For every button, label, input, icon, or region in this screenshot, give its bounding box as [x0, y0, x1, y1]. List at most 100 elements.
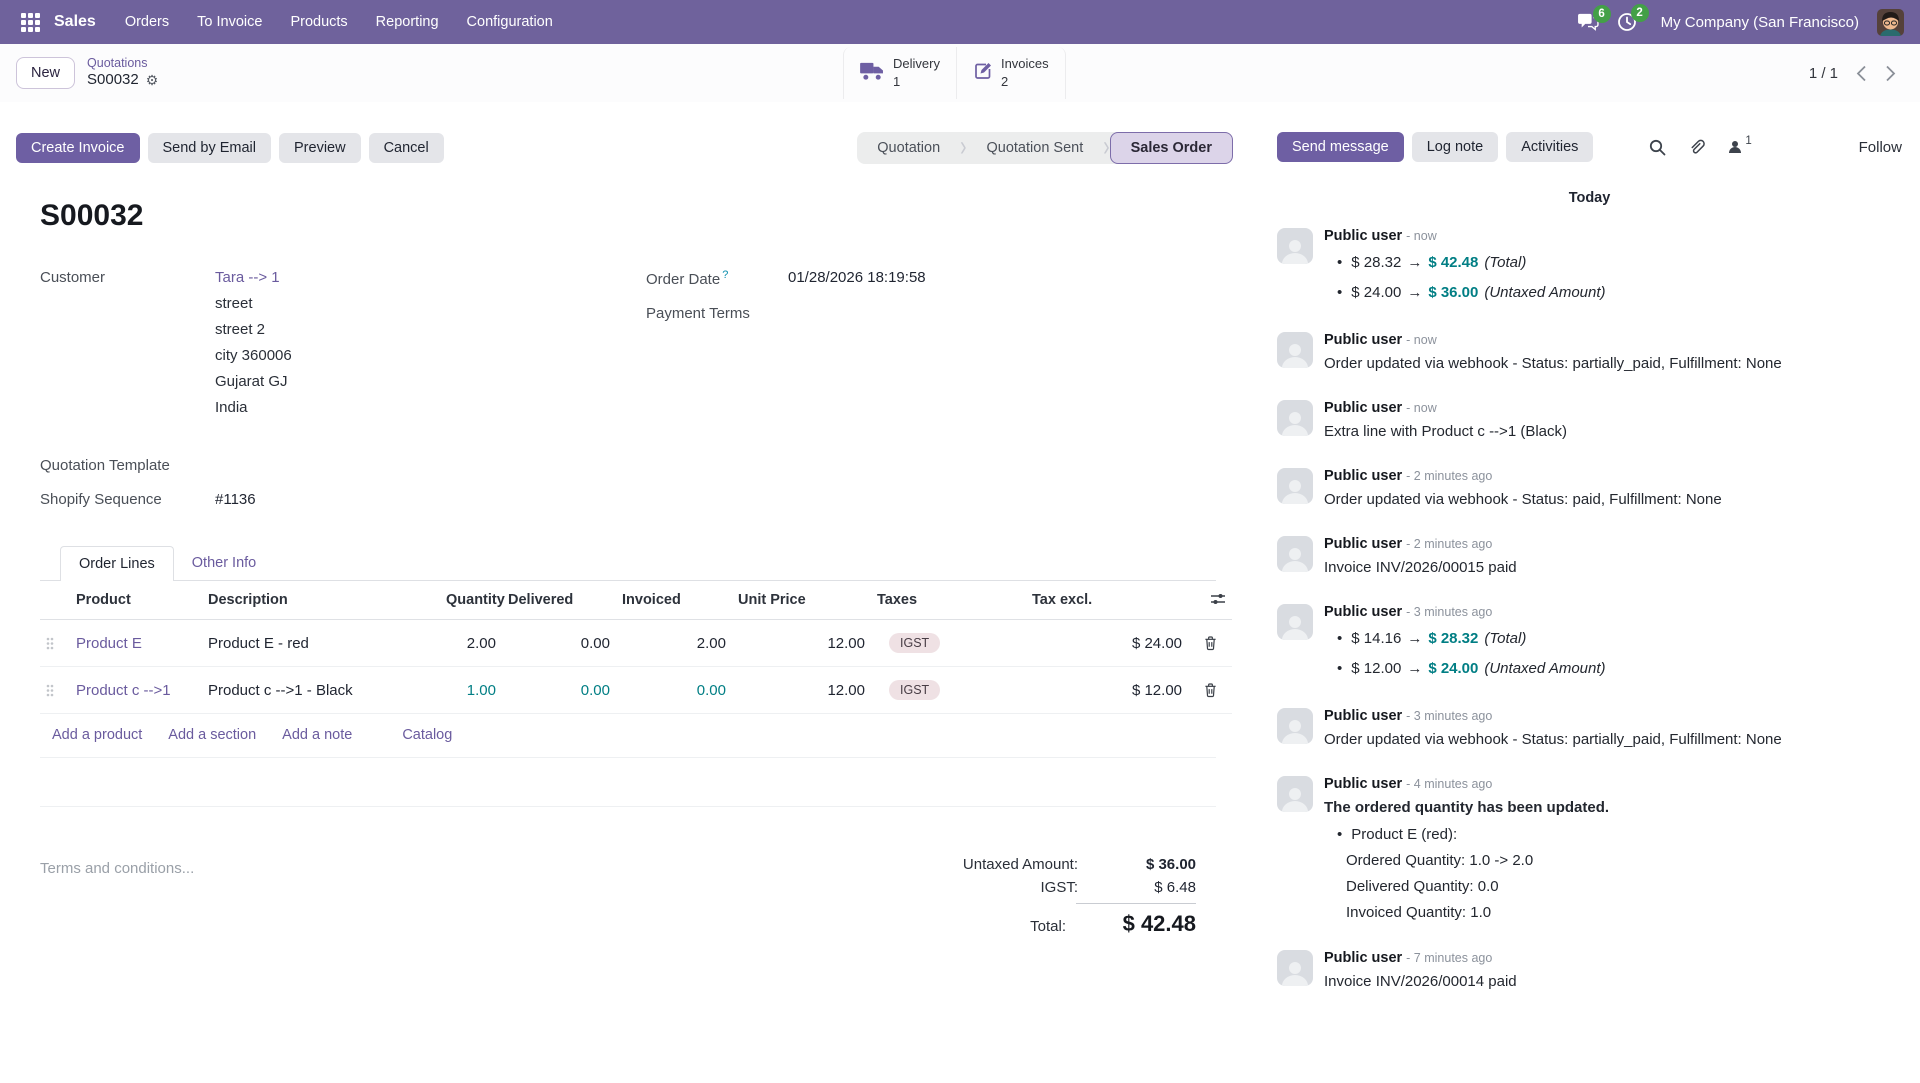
delivered-cell[interactable]: 0.00	[502, 666, 616, 714]
arrow-right-icon: →	[1407, 660, 1423, 677]
message-header: Public user - now	[1324, 400, 1567, 416]
nav-item-to-invoice[interactable]: To Invoice	[197, 14, 263, 30]
message-author: Public user	[1324, 228, 1403, 244]
tracking-list: $ 14.16 → $ 28.32 (Total) $ 12.00 → $ 24.00 (Un…	[1324, 624, 1606, 684]
link-add-a-product[interactable]: Add a product	[52, 727, 143, 743]
column-header-unit-price[interactable]: Unit Price	[732, 581, 871, 620]
link-add-a-section[interactable]: Add a section	[168, 727, 257, 743]
column-header-taxes[interactable]: Taxes	[871, 581, 1026, 620]
smart-button-value: 1	[893, 74, 901, 89]
column-options-icon[interactable]	[1210, 592, 1226, 610]
statusbar-step-quotation[interactable]: Quotation	[877, 140, 941, 156]
statusbar-step-sales-order[interactable]: Sales Order	[1109, 132, 1233, 164]
column-header-invoiced[interactable]: Invoiced	[616, 581, 732, 620]
smart-button-invoices[interactable]: Invoices 2	[955, 47, 1065, 99]
column-header-delivered[interactable]: Delivered	[502, 581, 616, 620]
follow-button[interactable]: Follow	[1858, 138, 1902, 156]
nav-item-configuration[interactable]: Configuration	[466, 14, 553, 30]
apps-grid-icon[interactable]	[16, 8, 44, 36]
chatter-message: Public user - now Order updated via webhoo…	[1277, 332, 1902, 376]
pager-next-icon[interactable]	[1885, 65, 1896, 82]
quantity-cell[interactable]: 2.00	[440, 619, 502, 667]
statusbar-step-quotation-sent[interactable]: Quotation Sent	[986, 140, 1084, 156]
unit-price-cell[interactable]: 12.00	[732, 666, 871, 714]
product-cell[interactable]: Product c -->1	[70, 666, 202, 714]
taxes-cell[interactable]: IGST	[871, 666, 1026, 714]
message-timestamp: - now	[1406, 333, 1437, 347]
delete-row-icon[interactable]	[1194, 682, 1226, 698]
message-timestamp: - 4 minutes ago	[1406, 777, 1493, 791]
search-icon[interactable]	[1649, 139, 1666, 156]
link-catalog[interactable]: Catalog	[402, 727, 453, 743]
cancel-button[interactable]: Cancel	[368, 133, 444, 163]
message-body: Public user - 2 minutes ago Order updated …	[1324, 468, 1722, 512]
quantity-cell[interactable]: 1.00	[440, 666, 502, 714]
message-header: Public user - 2 minutes ago	[1324, 468, 1722, 484]
customer-label: Customer	[40, 269, 106, 286]
message-text: Order updated via webhook - Status: paid…	[1324, 491, 1722, 508]
log-note-button[interactable]: Log note	[1411, 132, 1499, 162]
message-timestamp: - 7 minutes ago	[1406, 951, 1493, 965]
user-avatar[interactable]	[1877, 8, 1904, 36]
quotation-template-label: Quotation Template	[40, 457, 170, 474]
drag-handle-icon[interactable]	[46, 684, 64, 697]
payment-terms-label: Payment Terms	[646, 305, 750, 322]
smart-button-label: Delivery	[893, 56, 940, 72]
chatter-message: Public user - 3 minutes ago Order updated …	[1277, 708, 1902, 752]
message-author: Public user	[1324, 950, 1403, 966]
tab-other-info[interactable]: Other Info	[191, 555, 257, 571]
followers-icon[interactable]: 1	[1727, 135, 1752, 155]
column-header-description[interactable]: Description	[202, 581, 440, 620]
attachment-paperclip-icon[interactable]	[1688, 139, 1706, 156]
table-body: Product E Product E - red 2.00 0.00 2.00 12.0…	[40, 619, 1232, 714]
column-header-tax-excl-[interactable]: Tax excl.	[1026, 581, 1188, 620]
delete-row-icon[interactable]	[1194, 635, 1226, 651]
description-cell[interactable]: Product c -->1 - Black	[202, 666, 440, 714]
column-header-quantity[interactable]: Quantity	[440, 581, 505, 620]
activities-button[interactable]: Activities	[1506, 132, 1594, 162]
order-date-value[interactable]: 01/28/2026 18:19:58	[788, 269, 926, 286]
smart-button-delivery[interactable]: Delivery 1	[844, 47, 956, 99]
send-by-email-button[interactable]: Send by Email	[147, 133, 271, 163]
company-name[interactable]: My Company (San Francisco)	[1660, 13, 1859, 31]
tracking-field-name: (Untaxed Amount)	[1484, 660, 1606, 677]
link-add-a-note[interactable]: Add a note	[282, 727, 353, 743]
drag-handle-icon[interactable]	[46, 637, 64, 650]
quantity-detail-line: Ordered Quantity: 1.0 -> 2.0	[1346, 852, 1534, 869]
preview-button[interactable]: Preview	[279, 133, 361, 163]
activities-badge: 2	[1630, 4, 1649, 22]
statusbar: Quotation › Quotation Sent › Sales Order	[857, 132, 1233, 164]
tab-order-lines[interactable]: Order Lines	[60, 546, 174, 581]
breadcrumb-parent[interactable]: Quotations	[87, 55, 148, 70]
avatar	[1277, 604, 1313, 640]
new-button[interactable]: New	[16, 57, 76, 89]
unit-price-cell[interactable]: 12.00	[732, 619, 871, 667]
column-header-product[interactable]: Product	[70, 581, 202, 620]
invoiced-cell[interactable]: 0.00	[616, 666, 732, 714]
pager-prev-icon[interactable]	[1856, 65, 1867, 82]
create-invoice-button[interactable]: Create Invoice	[16, 133, 140, 163]
product-cell[interactable]: Product E	[70, 619, 202, 667]
subtotal-cell: $ 24.00	[1026, 619, 1188, 667]
app-name[interactable]: Sales	[54, 13, 96, 30]
messages-icon[interactable]: 6	[1577, 4, 1611, 32]
navbar-menu: Orders To Invoice Products Reporting Configu…	[114, 8, 564, 36]
description-cell[interactable]: Product E - red	[202, 619, 440, 667]
form-sheet: S00032 Customer Tara --> 1 street street …	[16, 199, 1240, 940]
message-header: Public user - 2 minutes ago	[1324, 536, 1517, 552]
send-message-button[interactable]: Send message	[1277, 132, 1404, 162]
message-header: Public user - 4 minutes ago	[1324, 776, 1609, 792]
top-navbar: Sales Orders To Invoice Products Reporting C…	[0, 0, 1920, 44]
taxes-cell[interactable]: IGST	[871, 619, 1026, 667]
address-line: street	[215, 295, 253, 312]
message-timestamp: - 3 minutes ago	[1406, 709, 1493, 723]
invoiced-cell[interactable]: 2.00	[616, 619, 732, 667]
terms-placeholder[interactable]: Terms and conditions...	[40, 860, 195, 877]
activities-clock-icon[interactable]: 2	[1617, 4, 1649, 32]
gear-icon[interactable]: ⚙	[145, 72, 159, 89]
delivered-cell[interactable]: 0.00	[502, 619, 616, 667]
customer-link[interactable]: Tara --> 1	[215, 269, 280, 286]
nav-item-reporting[interactable]: Reporting	[375, 14, 439, 30]
nav-item-products[interactable]: Products	[290, 14, 348, 30]
nav-item-orders[interactable]: Orders	[124, 14, 170, 30]
